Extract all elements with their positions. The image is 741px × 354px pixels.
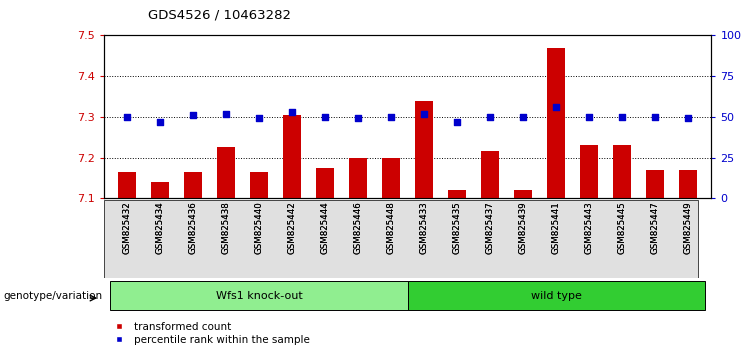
FancyBboxPatch shape bbox=[408, 281, 705, 310]
Point bbox=[319, 114, 331, 120]
Point bbox=[385, 114, 397, 120]
Point bbox=[253, 116, 265, 121]
Point bbox=[187, 112, 199, 118]
Text: GSM825434: GSM825434 bbox=[156, 201, 165, 254]
Text: GSM825439: GSM825439 bbox=[519, 201, 528, 254]
Text: GSM825433: GSM825433 bbox=[419, 201, 428, 254]
Text: GSM825436: GSM825436 bbox=[188, 201, 197, 254]
Text: GSM825444: GSM825444 bbox=[321, 201, 330, 254]
Text: GSM825443: GSM825443 bbox=[585, 201, 594, 254]
Point bbox=[617, 114, 628, 120]
Legend: transformed count, percentile rank within the sample: transformed count, percentile rank withi… bbox=[109, 317, 314, 349]
Bar bbox=[646, 170, 664, 198]
Text: GSM825440: GSM825440 bbox=[254, 201, 264, 254]
Text: GSM825438: GSM825438 bbox=[222, 201, 230, 254]
Text: genotype/variation: genotype/variation bbox=[4, 291, 103, 301]
Text: GSM825439: GSM825439 bbox=[519, 201, 528, 254]
Text: GSM825445: GSM825445 bbox=[618, 201, 627, 254]
Bar bbox=[547, 47, 565, 198]
FancyBboxPatch shape bbox=[110, 281, 408, 310]
Text: GSM825446: GSM825446 bbox=[353, 201, 362, 254]
Bar bbox=[349, 158, 367, 198]
Bar bbox=[217, 147, 235, 198]
Point bbox=[484, 114, 496, 120]
Text: GSM825432: GSM825432 bbox=[122, 201, 131, 254]
Text: Wfs1 knock-out: Wfs1 knock-out bbox=[216, 291, 302, 301]
Text: GSM825442: GSM825442 bbox=[288, 201, 296, 254]
Bar bbox=[448, 190, 466, 198]
Text: GSM825437: GSM825437 bbox=[485, 201, 494, 254]
Text: GSM825444: GSM825444 bbox=[321, 201, 330, 254]
Point bbox=[352, 116, 364, 121]
Text: GSM825446: GSM825446 bbox=[353, 201, 362, 254]
Bar bbox=[514, 190, 532, 198]
Text: GSM825435: GSM825435 bbox=[453, 201, 462, 254]
Text: GSM825441: GSM825441 bbox=[551, 201, 561, 254]
Bar bbox=[415, 101, 433, 198]
Text: GSM825440: GSM825440 bbox=[254, 201, 264, 254]
Point bbox=[418, 111, 430, 116]
Bar bbox=[580, 145, 598, 198]
Bar bbox=[481, 152, 499, 198]
Point bbox=[517, 114, 529, 120]
Text: wild type: wild type bbox=[531, 291, 582, 301]
Text: GSM825437: GSM825437 bbox=[485, 201, 494, 254]
Text: GSM825448: GSM825448 bbox=[387, 201, 396, 254]
Text: GSM825447: GSM825447 bbox=[651, 201, 659, 254]
Text: GDS4526 / 10463282: GDS4526 / 10463282 bbox=[148, 9, 291, 22]
Text: GSM825432: GSM825432 bbox=[122, 201, 131, 254]
Text: GSM825448: GSM825448 bbox=[387, 201, 396, 254]
Text: GSM825442: GSM825442 bbox=[288, 201, 296, 254]
Text: GSM825443: GSM825443 bbox=[585, 201, 594, 254]
Text: GSM825434: GSM825434 bbox=[156, 201, 165, 254]
Bar bbox=[151, 182, 169, 198]
Point bbox=[649, 114, 661, 120]
Point bbox=[451, 119, 463, 125]
Point bbox=[286, 109, 298, 115]
Point bbox=[682, 116, 694, 121]
Text: GSM825449: GSM825449 bbox=[684, 201, 693, 254]
Text: GSM825433: GSM825433 bbox=[419, 201, 428, 254]
Text: GSM825438: GSM825438 bbox=[222, 201, 230, 254]
Bar bbox=[184, 172, 202, 198]
Text: GSM825435: GSM825435 bbox=[453, 201, 462, 254]
Bar bbox=[118, 172, 136, 198]
Point bbox=[583, 114, 595, 120]
Text: GSM825447: GSM825447 bbox=[651, 201, 659, 254]
Point bbox=[220, 111, 232, 116]
Bar bbox=[679, 170, 697, 198]
Bar bbox=[613, 145, 631, 198]
Point bbox=[121, 114, 133, 120]
Bar bbox=[250, 172, 268, 198]
Text: GSM825445: GSM825445 bbox=[618, 201, 627, 254]
Bar bbox=[283, 115, 301, 198]
Bar bbox=[382, 158, 400, 198]
Text: GSM825436: GSM825436 bbox=[188, 201, 197, 254]
Point bbox=[551, 104, 562, 110]
Text: GSM825449: GSM825449 bbox=[684, 201, 693, 254]
Point bbox=[154, 119, 166, 125]
Text: GSM825441: GSM825441 bbox=[551, 201, 561, 254]
Bar bbox=[316, 168, 334, 198]
